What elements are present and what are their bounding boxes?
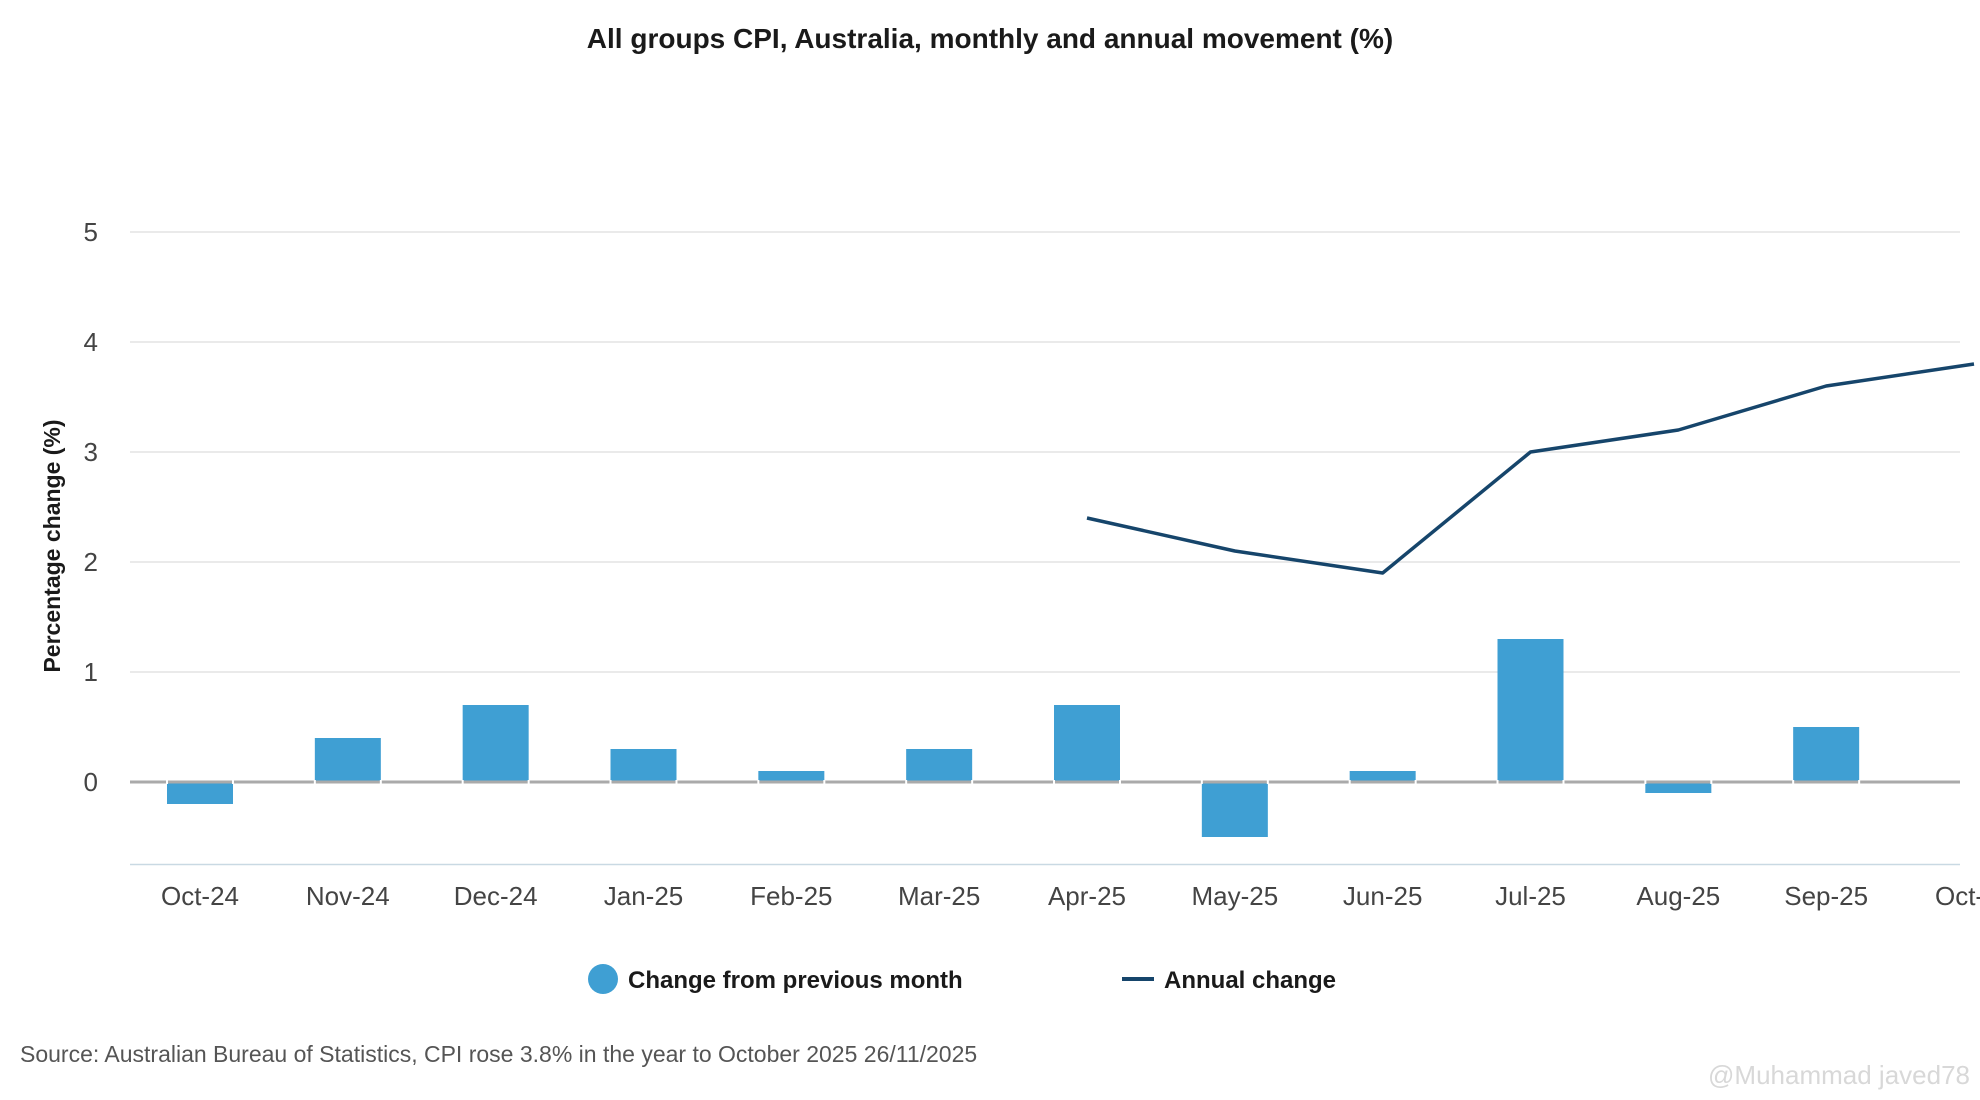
y-tick-label: 1 (84, 657, 98, 687)
x-tick-label: Sep-25 (1784, 881, 1868, 911)
y-tick-label: 5 (84, 217, 98, 247)
legend-bar-swatch (588, 964, 618, 994)
annual-change-line (1086, 362, 1975, 575)
bar (906, 749, 973, 782)
bar-series (167, 639, 1860, 837)
chart-title: All groups CPI, Australia, monthly and a… (587, 23, 1393, 54)
x-tick-label: Jul-25 (1495, 881, 1566, 911)
x-tick-label: Oct-24 (161, 881, 239, 911)
x-tick-label: Oct-25 (1935, 881, 1980, 911)
y-tick-label: 0 (84, 767, 98, 797)
legend-bar-label: Change from previous month (628, 967, 963, 994)
bar (1054, 705, 1120, 782)
x-tick-label: Dec-24 (454, 881, 538, 911)
bar (1645, 782, 1712, 793)
grid (130, 231, 1960, 866)
y-tick-label: 3 (84, 437, 98, 467)
y-tick-label: 2 (84, 547, 98, 577)
bar (314, 738, 381, 782)
x-tick-label: Jun-25 (1343, 881, 1423, 911)
x-tick-label: Jan-25 (604, 881, 684, 911)
bar (462, 705, 529, 782)
x-axis-ticks: Oct-24 Nov-24 Dec-24 Jan-25 Feb-25 Mar-25 Apr-… (161, 881, 1980, 911)
legend-line-label: Annual change (1164, 967, 1336, 994)
y-axis-ticks: 0 1 2 3 4 5 (84, 217, 98, 797)
bar (1793, 727, 1860, 782)
x-tick-label: Aug-25 (1636, 881, 1720, 911)
bar (1201, 782, 1268, 837)
watermark: @Muhammad javed78 (1708, 1060, 1970, 1090)
x-tick-label: Feb-25 (750, 881, 832, 911)
y-axis-label: Percentage change (%) (39, 419, 65, 672)
x-tick-label: Mar-25 (898, 881, 980, 911)
x-tick-label: May-25 (1191, 881, 1278, 911)
bar (758, 771, 825, 782)
bar (167, 782, 233, 804)
bar (1349, 771, 1416, 782)
source-note: Source: Australian Bureau of Statistics,… (20, 1041, 977, 1067)
x-tick-label: Nov-24 (306, 881, 390, 911)
bar (1497, 639, 1564, 782)
x-tick-label: Apr-25 (1048, 881, 1126, 911)
bar (610, 749, 677, 782)
legend: Change from previous month Annual change (588, 964, 1336, 994)
line-series (1086, 362, 1975, 575)
y-tick-label: 4 (84, 327, 98, 357)
